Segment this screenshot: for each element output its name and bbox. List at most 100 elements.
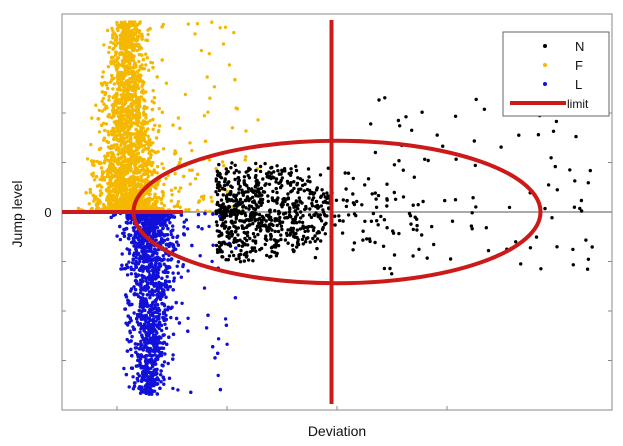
point-F xyxy=(228,63,231,66)
point-N xyxy=(327,167,330,170)
point-F xyxy=(89,191,92,194)
point-L xyxy=(206,314,209,317)
point-L xyxy=(225,343,228,346)
point-F xyxy=(156,165,159,168)
point-N xyxy=(529,246,532,249)
point-F xyxy=(158,107,161,110)
point-L xyxy=(126,273,129,276)
point-F xyxy=(126,195,129,198)
point-L xyxy=(147,322,150,325)
point-L xyxy=(159,223,162,226)
point-L xyxy=(216,352,219,355)
point-F xyxy=(95,175,98,178)
point-L xyxy=(133,385,136,388)
point-F xyxy=(188,141,191,144)
point-L xyxy=(162,312,165,315)
point-N xyxy=(270,250,273,253)
point-N xyxy=(287,196,290,199)
point-F xyxy=(219,26,222,29)
point-L xyxy=(172,245,175,248)
point-N xyxy=(443,199,446,202)
point-F xyxy=(114,205,117,208)
point-L xyxy=(160,294,163,297)
point-N xyxy=(390,272,393,275)
point-N xyxy=(335,199,338,202)
point-F xyxy=(102,70,105,73)
point-L xyxy=(146,293,149,296)
point-L xyxy=(167,336,170,339)
point-F xyxy=(170,193,173,196)
point-L xyxy=(160,346,163,349)
point-L xyxy=(157,287,160,290)
point-F xyxy=(114,44,117,47)
point-F xyxy=(140,90,143,93)
point-L xyxy=(153,247,156,250)
point-F xyxy=(132,94,135,97)
point-F xyxy=(144,90,147,93)
point-F xyxy=(153,96,156,99)
point-L xyxy=(125,227,128,230)
point-L xyxy=(139,267,142,270)
point-N xyxy=(341,231,344,234)
point-L xyxy=(162,334,165,337)
point-F xyxy=(178,127,181,130)
point-F xyxy=(130,123,133,126)
point-L xyxy=(151,359,154,362)
point-F xyxy=(208,52,211,55)
point-F xyxy=(122,172,125,175)
point-N xyxy=(543,207,546,210)
point-L xyxy=(213,356,216,359)
point-F xyxy=(102,43,105,46)
point-F xyxy=(133,181,136,184)
point-L xyxy=(147,225,150,228)
point-F xyxy=(123,60,126,63)
point-L xyxy=(171,215,174,218)
point-L xyxy=(158,327,161,330)
point-F xyxy=(162,167,165,170)
point-L xyxy=(165,243,168,246)
point-F xyxy=(139,65,142,68)
point-F xyxy=(222,164,225,167)
point-L xyxy=(132,311,135,314)
point-F xyxy=(106,199,109,202)
point-N xyxy=(420,111,423,114)
point-N xyxy=(266,175,269,178)
point-L xyxy=(134,342,137,345)
point-L xyxy=(158,351,161,354)
point-L xyxy=(161,283,164,286)
point-L xyxy=(136,314,139,317)
point-F xyxy=(123,37,126,40)
point-N xyxy=(319,217,322,220)
point-L xyxy=(143,355,146,358)
point-F xyxy=(109,81,112,84)
point-N xyxy=(228,254,231,257)
point-L xyxy=(180,276,183,279)
point-L xyxy=(156,255,159,258)
point-F xyxy=(134,162,137,165)
point-L xyxy=(163,352,166,355)
point-N xyxy=(257,222,260,225)
point-F xyxy=(118,86,121,89)
point-F xyxy=(162,191,165,194)
point-F xyxy=(244,129,247,132)
point-F xyxy=(196,173,199,176)
point-L xyxy=(120,264,123,267)
point-L xyxy=(186,330,189,333)
point-F xyxy=(118,118,121,121)
point-F xyxy=(144,53,147,56)
point-F xyxy=(112,175,115,178)
point-F xyxy=(150,162,153,165)
point-F xyxy=(117,115,120,118)
point-F xyxy=(84,191,87,194)
point-N xyxy=(232,254,235,257)
point-F xyxy=(153,168,156,171)
point-L xyxy=(134,231,137,234)
point-L xyxy=(162,383,165,386)
point-L xyxy=(139,305,142,308)
point-L xyxy=(139,364,142,367)
point-L xyxy=(130,335,133,338)
point-F xyxy=(144,121,147,124)
point-F xyxy=(118,77,121,80)
point-L xyxy=(162,316,165,319)
point-F xyxy=(122,29,125,32)
